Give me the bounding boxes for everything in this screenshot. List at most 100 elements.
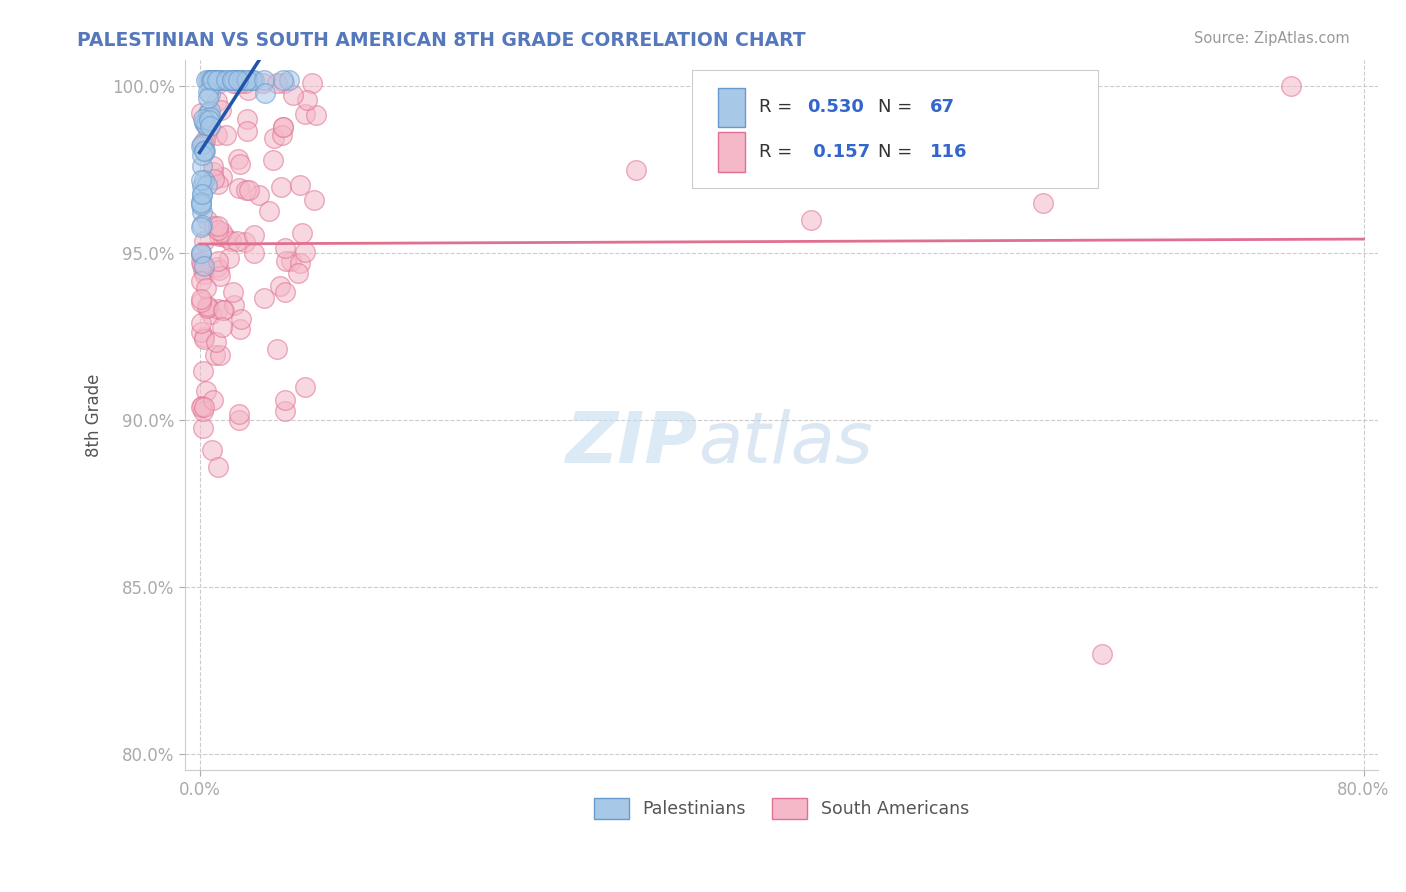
Point bbox=[288, 178, 311, 192]
Point bbox=[228, 181, 250, 195]
Point bbox=[207, 76, 229, 90]
Point bbox=[274, 404, 297, 418]
Point bbox=[190, 188, 212, 202]
Point bbox=[201, 164, 224, 178]
Point bbox=[195, 72, 218, 87]
Point bbox=[195, 118, 218, 132]
Point bbox=[191, 258, 214, 272]
Point bbox=[191, 262, 214, 277]
Point bbox=[208, 263, 231, 277]
Point bbox=[209, 103, 232, 118]
Point bbox=[198, 113, 221, 128]
Point bbox=[238, 183, 260, 197]
Point bbox=[195, 212, 218, 227]
Point bbox=[190, 106, 212, 120]
Point bbox=[204, 348, 226, 362]
Point bbox=[253, 291, 276, 305]
Point bbox=[291, 227, 314, 241]
Point bbox=[253, 72, 276, 87]
Point bbox=[207, 219, 229, 234]
Point bbox=[202, 72, 225, 87]
Point bbox=[215, 72, 238, 87]
Y-axis label: 8th Grade: 8th Grade bbox=[86, 373, 103, 457]
Point bbox=[271, 128, 294, 143]
Point bbox=[191, 218, 214, 232]
Point bbox=[274, 241, 297, 255]
Point bbox=[228, 412, 250, 426]
Point bbox=[193, 333, 215, 347]
Point bbox=[195, 178, 218, 193]
Point bbox=[190, 246, 212, 260]
Text: 0.157: 0.157 bbox=[807, 143, 870, 161]
Point bbox=[211, 226, 233, 240]
Point bbox=[1032, 196, 1054, 211]
Point bbox=[201, 159, 224, 173]
Point bbox=[215, 128, 238, 142]
Point bbox=[221, 76, 243, 90]
Point bbox=[197, 301, 219, 315]
Point bbox=[193, 330, 215, 344]
Point bbox=[219, 234, 242, 248]
Point bbox=[200, 72, 222, 87]
Point bbox=[190, 198, 212, 212]
Point bbox=[226, 234, 249, 248]
Point bbox=[212, 303, 235, 318]
Point bbox=[208, 229, 231, 244]
Point bbox=[224, 298, 246, 312]
Text: R =: R = bbox=[759, 143, 799, 161]
Point bbox=[273, 393, 295, 408]
Point bbox=[240, 72, 263, 87]
Point bbox=[197, 105, 219, 120]
Point bbox=[193, 267, 215, 281]
Point bbox=[191, 148, 214, 162]
Point bbox=[197, 123, 219, 137]
Point bbox=[242, 246, 264, 260]
Point bbox=[205, 72, 228, 87]
Point bbox=[193, 144, 215, 158]
Point bbox=[205, 128, 228, 142]
Bar bbox=[718, 87, 745, 127]
Point bbox=[191, 136, 214, 151]
Point bbox=[254, 86, 277, 100]
Point bbox=[235, 72, 257, 87]
Point bbox=[193, 234, 215, 248]
Point bbox=[281, 88, 304, 103]
Point bbox=[269, 279, 291, 293]
Point bbox=[229, 311, 252, 326]
Point bbox=[290, 256, 312, 270]
Point bbox=[800, 212, 823, 227]
Point bbox=[235, 235, 257, 249]
Point bbox=[224, 72, 246, 87]
Point bbox=[207, 301, 229, 316]
Point bbox=[207, 177, 229, 191]
Point bbox=[218, 251, 240, 265]
Point bbox=[194, 117, 217, 131]
Point bbox=[271, 120, 294, 135]
Point bbox=[211, 320, 233, 334]
Point bbox=[224, 72, 246, 87]
Point bbox=[252, 76, 274, 90]
Point bbox=[209, 348, 232, 362]
Text: N =: N = bbox=[879, 98, 918, 116]
Point bbox=[226, 152, 249, 166]
Point bbox=[295, 93, 318, 107]
Point bbox=[271, 120, 294, 135]
Point bbox=[226, 72, 249, 87]
Text: R =: R = bbox=[759, 98, 799, 116]
Point bbox=[228, 407, 250, 421]
Point bbox=[207, 254, 229, 268]
Point bbox=[195, 300, 218, 314]
Point bbox=[190, 205, 212, 219]
Point bbox=[200, 72, 222, 87]
Point bbox=[273, 285, 295, 300]
Point bbox=[294, 244, 316, 259]
Point bbox=[204, 72, 226, 87]
Point bbox=[209, 269, 232, 284]
Point bbox=[191, 112, 214, 126]
Point bbox=[197, 85, 219, 99]
Point bbox=[228, 76, 250, 90]
Point bbox=[236, 72, 259, 87]
Point bbox=[198, 104, 221, 119]
Point bbox=[195, 301, 218, 316]
Point bbox=[217, 72, 239, 87]
